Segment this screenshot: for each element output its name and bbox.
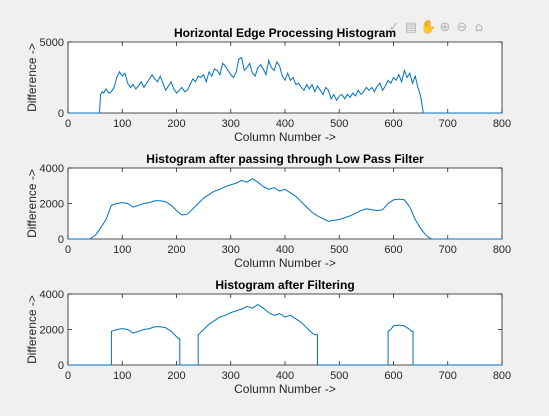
figure-toolbar: ✓ ▤ ✋ ⊕ ⊖ ⌂: [386, 20, 487, 40]
x-tick-label: 500: [330, 244, 348, 256]
home-icon[interactable]: ⌂: [474, 20, 484, 35]
x-tick-label: 700: [439, 118, 457, 130]
axes-3: 0 100 200 300 400 500 600 700 800 0 2000 4000 Histog…: [25, 278, 511, 396]
x-tick-label: 600: [384, 370, 402, 382]
x-tick-label: 200: [167, 118, 185, 130]
x-tick-label: 100: [113, 370, 131, 382]
y-axis-label: Difference ->: [25, 43, 39, 112]
x-tick-label: 600: [384, 244, 402, 256]
x-tick-label: 600: [384, 118, 402, 130]
y-tick-label: 2000: [40, 325, 64, 337]
y-tick-label: 5000: [40, 37, 64, 49]
x-axis-label: Column Number ->: [234, 382, 336, 396]
y-axis-label: Difference ->: [25, 169, 39, 238]
chart-title: Histogram after Filtering: [215, 278, 354, 292]
y-tick-label: 0: [58, 108, 64, 120]
x-tick-label: 800: [493, 370, 511, 382]
x-axis-label: Column Number ->: [234, 130, 336, 144]
series-line: [68, 178, 502, 240]
y-tick-label: 2000: [40, 199, 64, 211]
y-axis-label: Difference ->: [25, 295, 39, 364]
zoom-out-icon[interactable]: ⊖: [456, 20, 468, 35]
plot-area: [67, 167, 503, 240]
x-tick-label: 0: [65, 370, 71, 382]
plot-area: [67, 41, 503, 114]
x-tick-label: 100: [113, 244, 131, 256]
x-tick-label: 400: [276, 118, 294, 130]
chart-title: Horizontal Edge Processing Histogram: [174, 26, 396, 40]
zoom-in-icon[interactable]: ⊕: [439, 20, 451, 35]
x-tick-label: 500: [330, 118, 348, 130]
x-tick-label: 300: [222, 370, 240, 382]
x-tick-label: 800: [493, 118, 511, 130]
x-tick-label: 200: [167, 244, 185, 256]
y-tick-label: 0: [58, 234, 64, 246]
brush-icon[interactable]: ✓: [388, 20, 400, 35]
data-cursor-icon[interactable]: ▤: [404, 20, 418, 35]
axes-2: 0 100 200 300 400 500 600 700 800 0 2000 4000 Histog…: [25, 152, 511, 270]
x-tick-label: 700: [439, 244, 457, 256]
x-tick-label: 300: [222, 244, 240, 256]
x-tick-label: 400: [276, 244, 294, 256]
series-line: [68, 56, 502, 114]
x-tick-label: 800: [493, 244, 511, 256]
x-tick-label: 0: [65, 244, 71, 256]
x-axis-label: Column Number ->: [234, 256, 336, 270]
plot-area: [67, 293, 503, 366]
x-tick-label: 200: [167, 370, 185, 382]
pan-hand-icon[interactable]: ✋: [420, 20, 437, 35]
axes-1: 0 100 200 300 400 500 600 700 800 0 5000 Horizontal…: [25, 26, 511, 144]
chart-title: Histogram after passing through Low Pass…: [146, 152, 424, 166]
x-tick-label: 0: [65, 118, 71, 130]
x-tick-label: 700: [439, 370, 457, 382]
x-tick-label: 500: [330, 370, 348, 382]
y-tick-label: 0: [58, 360, 64, 372]
y-tick-label: 4000: [40, 289, 64, 301]
series-line: [68, 304, 502, 366]
y-tick-label: 4000: [40, 163, 64, 175]
x-tick-label: 300: [222, 118, 240, 130]
x-tick-label: 400: [276, 370, 294, 382]
x-tick-label: 100: [113, 118, 131, 130]
